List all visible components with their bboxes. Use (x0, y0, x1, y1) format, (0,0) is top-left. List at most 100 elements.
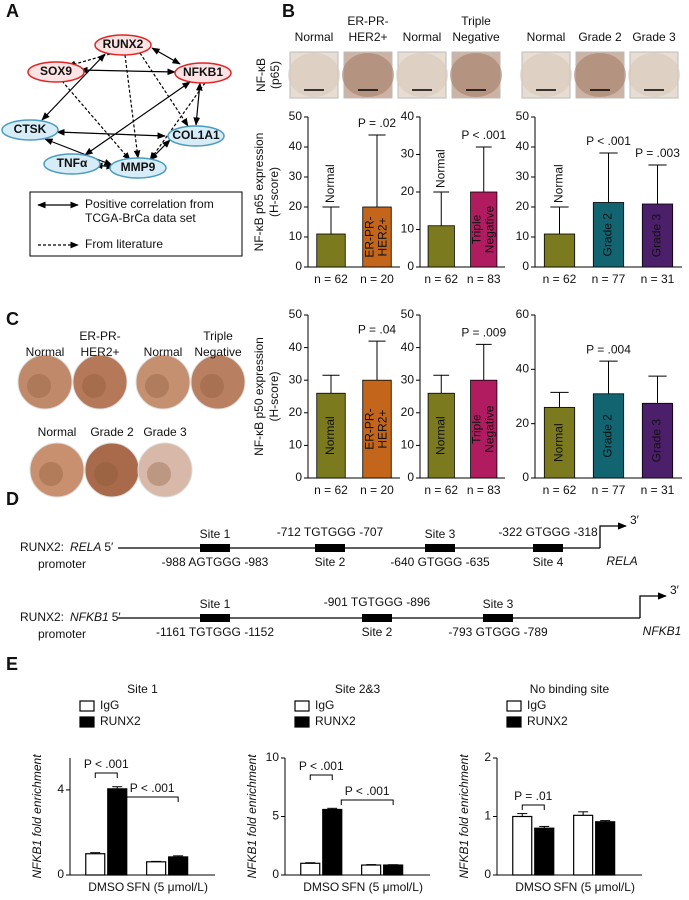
image-label: Normal (403, 30, 442, 44)
x-tick-label: DMSO (515, 880, 551, 894)
tissue-core (450, 53, 502, 97)
tss-gene: RELA (606, 554, 637, 568)
image-label: Grade 2 (578, 30, 622, 44)
bar (592, 393, 625, 479)
node-label: COL1A1 (172, 128, 220, 142)
bar (362, 206, 392, 268)
image-label: HER2+ (80, 345, 119, 359)
promoter-gene: NFKB1 (70, 610, 109, 624)
network-node (167, 125, 225, 147)
x-tick-label: SFN (5 μmol/L) (553, 880, 635, 894)
y-axis-label: NFKB1 fold enrichment (457, 754, 471, 879)
panel-label: E (6, 654, 18, 674)
legend-box (29, 191, 243, 257)
tissue-texture (39, 462, 63, 486)
promoter-name: RUNX2: (20, 610, 64, 624)
y-tick-label: 0 (272, 867, 279, 881)
y-axis-label: NFKB1 fold enrichment (245, 754, 259, 879)
bar (470, 191, 498, 268)
tissue-core (520, 53, 572, 97)
y-axis-label: NF-κB p65 expression (252, 133, 266, 252)
node-label: MMP9 (121, 160, 156, 174)
y-tick-label: 50 (289, 109, 303, 123)
bar-label: Triple (469, 214, 483, 244)
y-tick-label: 0 (407, 259, 414, 273)
bar-label: Grade 3 (650, 213, 664, 257)
network-node (1, 119, 59, 141)
bar (168, 856, 189, 876)
bar (427, 392, 455, 479)
site-name: Site 1 (200, 597, 231, 611)
n-label: n = 77 (592, 483, 626, 497)
y-tick-label: 0 (484, 867, 491, 881)
node-label: CTSK (14, 122, 47, 136)
n-label: n = 62 (424, 483, 458, 497)
bar-label: Negative (482, 206, 496, 254)
tissue-texture (147, 462, 171, 486)
y-tick-label: 30 (401, 147, 415, 161)
promoter-note: promoter (38, 557, 86, 571)
chart-title: Site 2&3 (335, 682, 381, 696)
significance-bracket (340, 799, 394, 805)
image-row-label: (p65) (268, 61, 282, 89)
y-tick-label: 0 (295, 470, 302, 484)
site-name: Site 1 (200, 527, 231, 541)
bar (573, 814, 594, 876)
bar-label: ER-PR- (363, 216, 377, 257)
site-sequence: -1161 TGTGGG -1152 (156, 625, 274, 639)
chart-title: No binding site (530, 682, 610, 696)
bar-label: Normal (323, 416, 337, 455)
site-sequence: -988 AGTGGG -983 (162, 555, 269, 569)
tss-gene: NFKB1 (643, 624, 682, 638)
x-tick-label: DMSO (88, 880, 124, 894)
bar-label: Normal (433, 149, 447, 188)
y-axis-label: (H-score) (267, 167, 281, 217)
promoter-5end: 5′ (112, 610, 122, 624)
binding-site (200, 544, 230, 552)
network-node (94, 34, 152, 56)
y-tick-label: 10 (289, 229, 303, 243)
bar-label: Normal (552, 423, 566, 462)
bar-label: Triple (469, 414, 483, 444)
legend-swatch (294, 716, 310, 728)
y-tick-label: 20 (516, 416, 530, 430)
tissue-core (135, 354, 191, 410)
image-label: Normal (144, 345, 183, 359)
p-value: P < .001 (130, 781, 175, 795)
image-label: Normal (38, 425, 77, 439)
legend-label: RUNX2 (100, 714, 141, 728)
image-label: Grade 3 (632, 30, 676, 44)
image-label: Grade 3 (143, 425, 187, 439)
x-tick-label: SFN (5 μmol/L) (126, 880, 208, 894)
p-value: P = .04 (358, 322, 396, 336)
site-sequence: -640 GTGGG -635 (390, 555, 490, 569)
bar (470, 379, 498, 479)
bar (316, 233, 346, 268)
y-tick-label: 20 (289, 405, 303, 419)
n-label: n = 62 (543, 483, 577, 497)
promoter-gene: RELA (70, 540, 101, 554)
p-value: P = .01 (514, 789, 552, 803)
legend-label: RUNX2 (527, 714, 568, 728)
network-node (174, 62, 232, 84)
image-label: ER-PR- (347, 14, 388, 28)
tss-arrow (639, 592, 667, 618)
network-node (27, 61, 85, 83)
legend-label: IgG (527, 698, 546, 712)
bar (641, 402, 674, 479)
node-label: NFKB1 (183, 65, 223, 79)
y-tick-label: 0 (407, 470, 414, 484)
tissue-core (137, 442, 193, 498)
image-row-label: NF-κB (254, 58, 268, 92)
y-tick-label: 2 (484, 750, 491, 764)
n-label: n = 62 (424, 272, 458, 286)
image-label: Normal (295, 30, 334, 44)
y-tick-label: 30 (289, 169, 303, 183)
bar (107, 788, 128, 876)
y-tick-label: 40 (516, 139, 530, 153)
bar (543, 406, 576, 479)
y-tick-label: 50 (401, 307, 415, 321)
tissue-core (72, 354, 128, 410)
tissue-texture (145, 374, 169, 398)
tissue-core (288, 53, 340, 97)
